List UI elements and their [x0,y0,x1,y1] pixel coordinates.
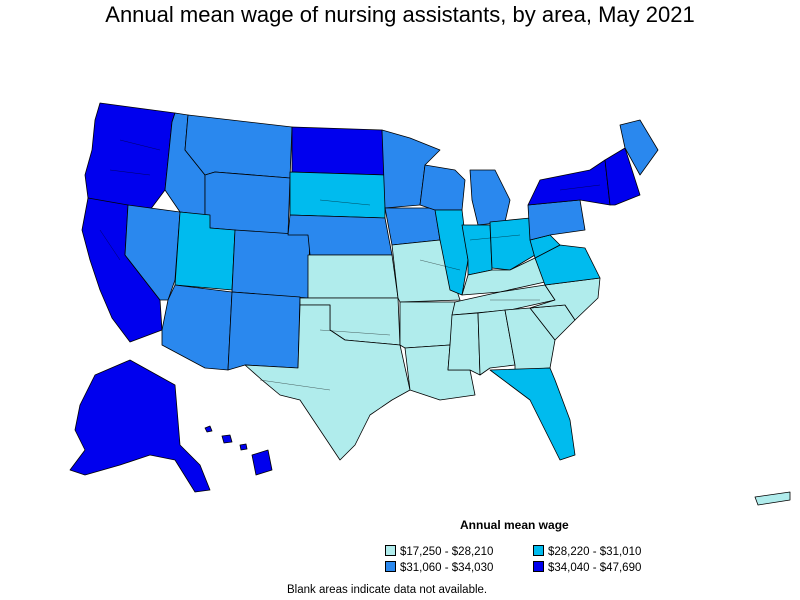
region-alabama [477,309,516,376]
region-florida [489,367,576,461]
region-new-england [604,147,641,206]
region-pacific-northwest [84,102,176,211]
region-arkansas [399,301,456,349]
region-maine [619,119,659,176]
legend-label-1: $17,250 - $28,210 [400,546,494,558]
footnote-text: Blank areas indicate data not available. [287,584,488,596]
legend-item-3: $31,060 - $34,030 [385,561,493,575]
legend-swatch-2 [533,545,544,557]
region-wisconsin [419,164,466,211]
legend-swatch-1 [385,545,396,557]
region-texas [244,304,411,461]
map-title: Annual mean wage of nursing assistants, … [105,2,695,27]
region-kentucky [461,257,546,296]
region-new-mexico [227,291,301,371]
legend-label-3: $31,060 - $34,030 [400,562,494,574]
legend-item-1: $17,250 - $28,210 [385,545,493,559]
region-puerto-rico [754,491,791,506]
region-michigan [469,169,511,226]
region-alaska [69,359,211,493]
region-hawaii [204,425,273,476]
legend-swatch-4 [533,561,544,573]
region-south-dakota [289,171,386,219]
region-wyoming [204,171,291,236]
region-north-dakota [291,126,386,176]
region-ohio [489,217,536,271]
legend-swatch-3 [385,561,396,573]
region-mississippi [447,312,481,376]
region-north-carolina [529,277,601,321]
legend-item-4: $34,040 - $47,690 [533,561,641,575]
legend-label-4: $34,040 - $47,690 [548,562,642,574]
region-colorado [231,229,311,299]
legend-title: Annual mean wage [460,518,569,532]
region-new-york [527,159,611,206]
legend-label-2: $28,220 - $31,010 [548,546,642,558]
region-montana [184,114,293,179]
region-arizona [161,284,233,371]
region-pennsylvania [527,199,586,241]
region-kansas [307,254,399,299]
region-iowa [384,207,441,246]
legend-item-2: $28,220 - $31,010 [533,545,641,559]
